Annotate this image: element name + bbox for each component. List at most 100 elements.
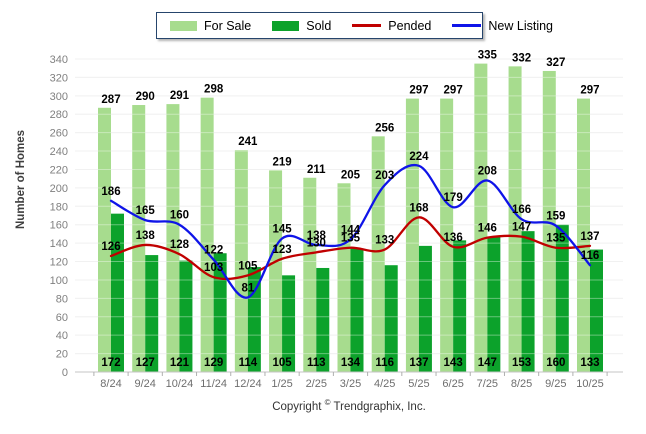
svg-text:128: 128	[170, 239, 190, 251]
svg-text:332: 332	[512, 52, 531, 64]
svg-text:203: 203	[375, 170, 394, 182]
svg-text:9/24: 9/24	[135, 378, 156, 390]
svg-text:116: 116	[375, 357, 394, 369]
pended-labels: 126 138 128 103 105 123 130 135 133 168 136 146 147 1…	[101, 202, 599, 274]
svg-text:3/25: 3/25	[340, 378, 361, 390]
pended-line	[109, 216, 592, 281]
svg-text:8/25: 8/25	[511, 378, 532, 390]
svg-text:241: 241	[238, 136, 258, 148]
sold-bar	[350, 248, 364, 372]
svg-text:224: 224	[409, 151, 429, 163]
svg-text:105: 105	[238, 260, 258, 272]
for-sale-bar	[405, 98, 419, 372]
svg-text:159: 159	[546, 211, 565, 223]
svg-text:143: 143	[444, 357, 463, 369]
copyright-symbol: ©	[324, 398, 331, 407]
svg-text:145: 145	[272, 224, 292, 236]
svg-text:113: 113	[307, 357, 326, 369]
svg-text:10/25: 10/25	[576, 378, 604, 390]
svg-text:297: 297	[444, 85, 463, 97]
svg-text:60: 60	[56, 312, 68, 324]
svg-text:160: 160	[546, 357, 565, 369]
sold-bar	[418, 245, 432, 372]
svg-text:137: 137	[409, 357, 428, 369]
svg-text:327: 327	[546, 57, 565, 69]
svg-text:186: 186	[101, 186, 120, 198]
svg-text:298: 298	[204, 84, 224, 96]
sold-bar	[111, 213, 124, 372]
sold-bar	[453, 240, 467, 372]
y-tick-labels: 0 20 40 60 80 100 120 140 160 180 200 220 240 260 280 3…	[50, 54, 68, 379]
sold-bar	[179, 260, 193, 372]
legend-label-pended: Pended	[388, 18, 432, 33]
svg-text:153: 153	[512, 357, 531, 369]
svg-text:136: 136	[444, 232, 463, 244]
svg-text:9/25: 9/25	[545, 378, 566, 390]
for-sale-bar	[200, 97, 214, 372]
svg-text:280: 280	[50, 109, 68, 121]
for-sale-bar	[371, 136, 385, 372]
bars	[98, 63, 603, 373]
svg-text:140: 140	[50, 238, 68, 250]
x-axis	[75, 371, 623, 376]
legend-label-sold: Sold	[306, 18, 332, 33]
svg-text:208: 208	[478, 166, 498, 178]
new-listing-labels: 186 165 160 122 81 145 138 144 203 224 179 208 166 15…	[101, 151, 599, 295]
legend: For Sale Sold Pended New Listing	[156, 12, 553, 39]
svg-text:320: 320	[50, 72, 68, 84]
svg-text:116: 116	[581, 250, 600, 262]
sold-bar	[487, 236, 501, 372]
for-sale-bar	[576, 98, 590, 372]
svg-text:20: 20	[56, 349, 68, 361]
sold-bar	[384, 265, 398, 372]
svg-text:260: 260	[50, 128, 68, 140]
svg-text:180: 180	[50, 201, 68, 213]
svg-text:287: 287	[101, 94, 120, 106]
for-sale-bar	[132, 105, 146, 372]
svg-text:130: 130	[307, 237, 326, 249]
svg-text:220: 220	[50, 164, 68, 176]
for-sale-bar	[542, 70, 556, 372]
for-sale-bar	[303, 177, 317, 372]
for-sale-bar	[337, 183, 351, 372]
for-sale-swatch-icon	[170, 20, 197, 31]
svg-text:144: 144	[341, 224, 361, 236]
svg-text:133: 133	[375, 235, 394, 247]
for-sale-bar	[508, 66, 522, 372]
svg-text:4/25: 4/25	[374, 378, 395, 390]
svg-text:122: 122	[204, 245, 223, 257]
sold-bar	[282, 275, 296, 372]
svg-text:166: 166	[512, 204, 531, 216]
for-sale-bar	[234, 150, 248, 372]
svg-text:240: 240	[50, 146, 68, 158]
svg-text:135: 135	[341, 233, 361, 245]
svg-text:6/25: 6/25	[442, 378, 463, 390]
svg-text:80: 80	[56, 293, 68, 305]
gridlines-overlay	[75, 58, 623, 355]
svg-text:147: 147	[512, 222, 531, 234]
svg-text:126: 126	[101, 241, 120, 253]
for-sale-labels: 287 290 291 298 241 219 211 205 256 297 297 335 332 3…	[101, 50, 599, 182]
lines	[109, 163, 592, 299]
svg-text:297: 297	[409, 85, 428, 97]
sold-bar	[316, 267, 330, 372]
svg-text:160: 160	[170, 210, 189, 222]
for-sale-bar	[474, 63, 488, 373]
svg-text:8/24: 8/24	[100, 378, 121, 390]
svg-text:1/25: 1/25	[271, 378, 292, 390]
svg-text:133: 133	[580, 357, 599, 369]
legend-label-new-listing: New Listing	[488, 18, 554, 33]
svg-text:340: 340	[50, 54, 68, 66]
svg-text:129: 129	[204, 357, 223, 369]
svg-text:300: 300	[50, 91, 68, 103]
svg-text:12/24: 12/24	[234, 378, 262, 390]
svg-text:172: 172	[101, 357, 120, 369]
svg-text:11/24: 11/24	[200, 378, 227, 390]
svg-text:100: 100	[50, 275, 68, 287]
svg-text:134: 134	[341, 357, 361, 369]
svg-text:219: 219	[272, 156, 291, 168]
svg-text:7/25: 7/25	[477, 378, 498, 390]
svg-text:114: 114	[239, 357, 258, 369]
